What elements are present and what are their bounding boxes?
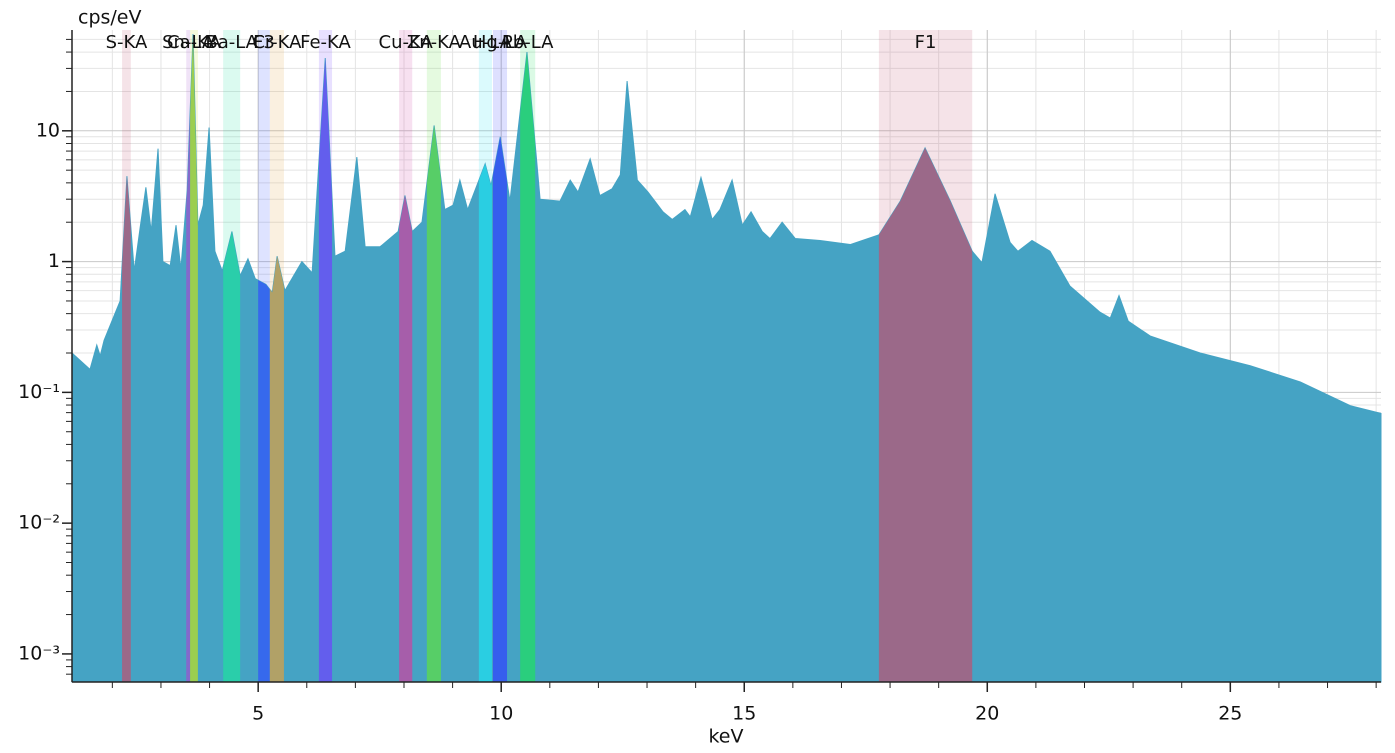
region-fill [492,33,508,682]
region-label: Ca-KA [167,32,222,53]
region-fill [186,33,191,682]
axes: 5 10 15 20 25 10⁻³ 10⁻² 10⁻¹ 1 10 S-KA Sn-LACa-KABa… [18,30,1381,725]
y-tick-label: 10 [36,119,60,141]
y-tick-label: 10⁻³ [18,642,60,664]
region-fill [318,33,333,682]
x-tick-label: 15 [732,703,756,725]
x-tick-label: 10 [489,703,513,725]
region-fill [122,33,131,682]
region-label: Zn-KA [407,32,462,53]
y-tick-label: 1 [48,250,60,272]
region-label: Cr-KA [252,32,302,53]
region-label: Ba-LA [205,32,258,53]
region-label: S-KA [106,32,148,53]
y-tick-label: 10⁻¹ [18,381,60,403]
region-label: Cu-KA [379,32,434,53]
region-label: Pb-LA [502,32,554,53]
region-fill [426,33,441,682]
region-label: Hg-LA [473,32,528,53]
region-label: F3 [253,32,275,53]
region-fill [190,33,198,682]
y-axis-label: cps/eV [78,7,142,29]
region-label: Fe-KA [300,32,351,53]
x-axis-label: keV [708,726,743,748]
x-tick-label: 5 [252,703,264,725]
region-label: Au-LA [459,32,513,53]
region-label: F1 [915,32,937,53]
y-tick-label: 10⁻² [18,512,60,534]
region-fill [520,33,536,682]
x-tick-label: 20 [975,703,999,725]
x-tick-label: 25 [1218,703,1242,725]
region-fill [258,33,270,682]
region-label: Sn-LA [162,32,215,53]
region-fill [478,33,492,682]
